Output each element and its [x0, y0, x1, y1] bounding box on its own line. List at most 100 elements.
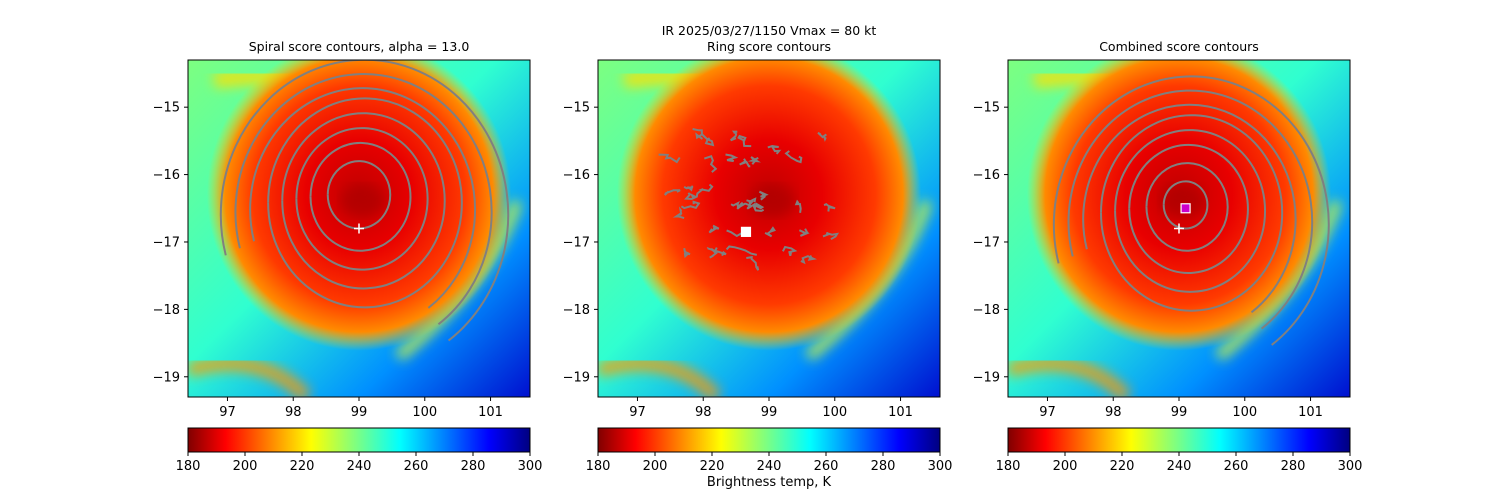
contour-line — [695, 183, 714, 198]
contour-line — [739, 158, 751, 168]
colorbar-tick-label: 260 — [404, 459, 429, 474]
contour-line — [708, 224, 720, 234]
colorbar-tick-label: 220 — [1110, 459, 1135, 474]
square-marker — [1180, 203, 1191, 214]
contour-line — [782, 245, 798, 257]
x-tick-label: 98 — [1105, 405, 1122, 420]
colorbar-tick-label: 200 — [1053, 459, 1078, 474]
colorbar-tick-label: 240 — [1167, 459, 1192, 474]
contour-line — [658, 153, 681, 164]
contour-line — [326, 160, 392, 230]
contour-line — [746, 202, 765, 212]
contour-line — [758, 190, 769, 201]
contour-line — [295, 127, 429, 271]
colorbar-tick-label: 260 — [814, 459, 839, 474]
colorbar-tick-label: 300 — [928, 459, 953, 474]
contour-line — [1114, 129, 1267, 293]
x-tick-label: 99 — [1171, 405, 1188, 420]
brightness-temp-image — [1008, 60, 1350, 397]
score-contours — [658, 128, 840, 271]
contour-line — [309, 141, 412, 252]
y-tick-label: −15 — [153, 101, 180, 116]
y-tick-label: −16 — [153, 168, 180, 183]
contour-line — [1052, 75, 1330, 346]
contour-line — [683, 248, 691, 259]
contour-line — [730, 201, 744, 209]
storm-core — [341, 184, 385, 217]
x-tick-label: 100 — [412, 405, 437, 420]
colorbar-tick-label: 180 — [176, 459, 201, 474]
score-contours — [1052, 75, 1330, 346]
contour-line — [267, 97, 463, 309]
brightness-temp-image — [598, 60, 940, 397]
x-tick-label: 97 — [219, 405, 236, 420]
contour-line — [709, 247, 718, 259]
contour-line — [737, 134, 752, 148]
colorbar-gradient — [1007, 427, 1351, 453]
contour-line — [800, 255, 818, 265]
x-tick-label: 97 — [1039, 405, 1056, 420]
y-tick-label: −18 — [973, 303, 1000, 318]
contour-line — [1145, 162, 1229, 252]
x-tick-label: 99 — [761, 405, 778, 420]
contour-line — [684, 192, 699, 201]
panel-2: Ring score contours 97 98 99 100 101 −15 −16 −17… — [563, 39, 953, 474]
contour-line — [234, 72, 493, 326]
storm-core — [751, 184, 795, 217]
contour-line — [701, 133, 715, 147]
colorbar-tick-label: 300 — [518, 459, 543, 474]
colorbar-tick-label: 240 — [757, 459, 782, 474]
contour-line — [1067, 89, 1314, 330]
x-tick-label: 101 — [1298, 405, 1323, 420]
contour-line — [1082, 103, 1297, 314]
y-tick-label: −19 — [973, 370, 1000, 385]
figure-suptitle: IR 2025/03/27/1150 Vmax = 80 kt — [662, 23, 877, 38]
x-tick-label: 100 — [1232, 405, 1257, 420]
contour-line — [817, 131, 827, 142]
contour-line — [730, 130, 738, 142]
colorbar-tick-label: 200 — [643, 459, 668, 474]
colorbar-tick-label: 200 — [233, 459, 258, 474]
y-tick-label: −15 — [563, 101, 590, 116]
colorbar-tick-label: 180 — [586, 459, 611, 474]
contour-line — [692, 128, 703, 140]
storm-core — [1161, 184, 1205, 217]
colorbar-tick-label: 280 — [1281, 459, 1306, 474]
contour-line — [798, 228, 810, 237]
contour-line — [822, 232, 840, 241]
contour-line — [1162, 180, 1209, 230]
contour-line — [746, 197, 757, 207]
colorbar-tick-label: 220 — [290, 459, 315, 474]
contour-line — [725, 245, 758, 256]
contour-line — [746, 256, 760, 271]
colorbar-tick-label: 180 — [996, 459, 1021, 474]
contour-line — [680, 200, 701, 210]
x-tick-label: 98 — [285, 405, 302, 420]
contour-line — [703, 155, 718, 173]
contour-line — [784, 150, 803, 164]
panel-title: Spiral score contours, alpha = 13.0 — [249, 39, 470, 54]
y-tick-label: −19 — [153, 370, 180, 385]
contour-line — [725, 153, 739, 163]
y-tick-label: −15 — [973, 101, 1000, 116]
y-tick-label: −17 — [563, 235, 590, 250]
colorbar-tick-label: 220 — [700, 459, 725, 474]
colorbar-tick-label: 240 — [347, 459, 372, 474]
y-tick-label: −18 — [153, 303, 180, 318]
colorbar-tick-label: 280 — [461, 459, 486, 474]
contour-line — [281, 112, 446, 290]
contour-line — [747, 156, 761, 165]
contour-line — [219, 60, 510, 342]
y-tick-label: −16 — [563, 168, 590, 183]
x-tick-label: 99 — [351, 405, 368, 420]
panel-3: Combined score contours 97 98 99 100 101 −15 −1… — [973, 39, 1363, 474]
x-tick-label: 97 — [629, 405, 646, 420]
colorbar: 180 200 220 240 260 280 300 — [176, 427, 543, 474]
y-tick-label: −19 — [563, 370, 590, 385]
contour-line — [753, 202, 765, 210]
colorbar-gradient — [187, 427, 531, 453]
contour-line — [664, 189, 681, 196]
x-tick-label: 101 — [478, 405, 503, 420]
brightness-temp-image — [188, 60, 530, 397]
contour-line — [764, 226, 776, 238]
